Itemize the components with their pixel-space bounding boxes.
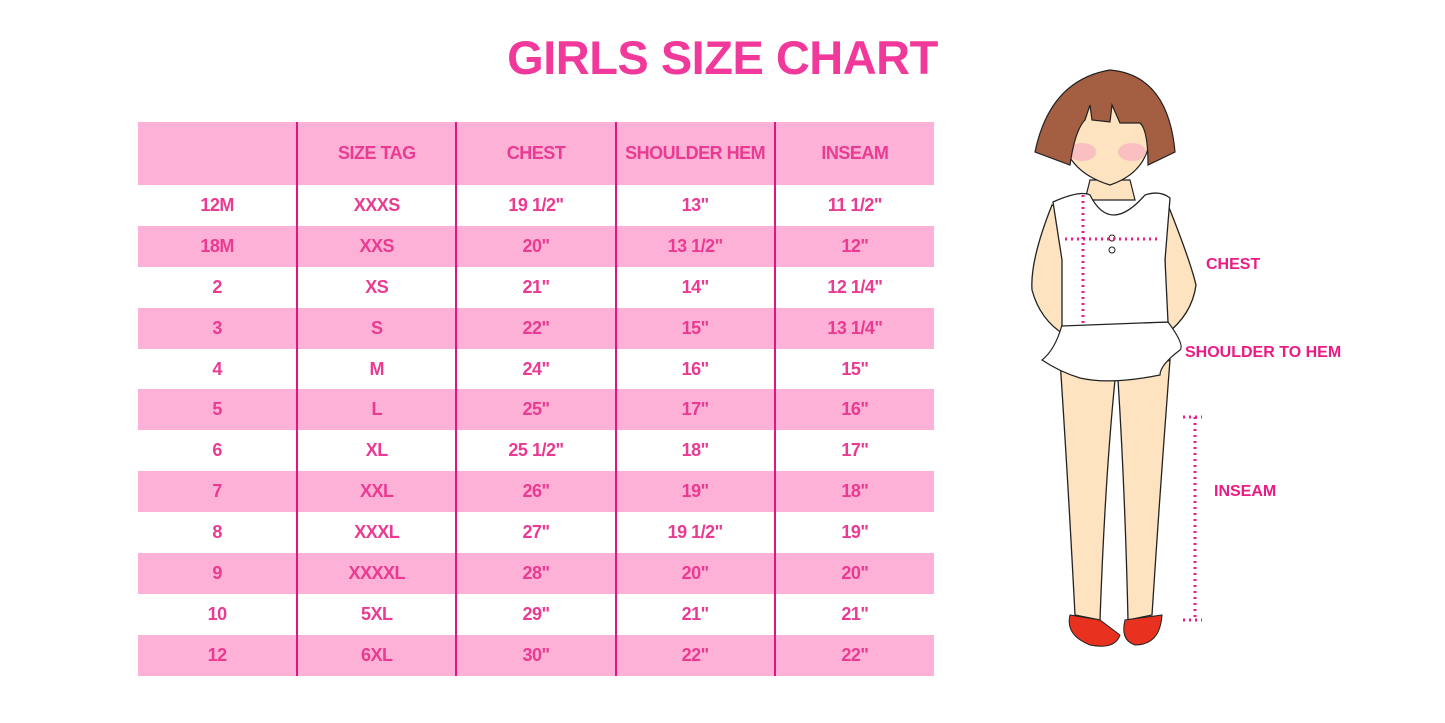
shoulder-to-hem-label: SHOULDER TO HEM <box>1185 344 1342 361</box>
table-cell: 30" <box>455 634 616 676</box>
table-cell: XXXL <box>296 512 457 554</box>
table-row: 9 XXXXL 28" 20" 20" <box>138 553 934 594</box>
table-row: 10 5XL 29" 21" 21" <box>138 593 934 635</box>
table-row: 5 L 25" 17" 16" <box>138 389 934 431</box>
table-cell: 21" <box>773 593 934 635</box>
table-cell: 17" <box>773 430 934 472</box>
table-cell: 19" <box>773 512 934 554</box>
hair <box>1034 69 1176 166</box>
left-leg <box>1059 359 1116 621</box>
table-cell: 28" <box>455 553 616 594</box>
table-cell: XXXS <box>296 185 457 226</box>
table-header-row: SIZE TAG CHEST SHOULDER HEM INSEAM <box>138 122 934 185</box>
girl-measurement-illustration <box>1020 60 1360 665</box>
table-cell: 20" <box>773 553 934 594</box>
bloomers <box>1040 321 1182 382</box>
table-cell: 29" <box>455 593 616 635</box>
table-cell: 19 1/2" <box>455 185 616 226</box>
table-cell: 16" <box>614 348 775 390</box>
table-row: 2 XS 21" 14" 12 1/4" <box>138 266 934 308</box>
table-cell: 11 1/2" <box>773 185 934 226</box>
table-row: 18M XXS 20" 13 1/2" 12" <box>138 225 934 267</box>
table-cell: 7 <box>138 471 298 513</box>
table-row: 7 XXL 26" 19" 18" <box>138 471 934 513</box>
table-cell: 19 1/2" <box>614 512 775 554</box>
table-cell: XXS <box>296 225 457 267</box>
table-cell: 20" <box>455 225 616 267</box>
table-cell: XS <box>296 266 457 308</box>
table-cell: 15" <box>614 307 775 349</box>
table-cell: S <box>296 307 457 349</box>
table-cell: 12M <box>200 194 234 215</box>
table-cell: 2 <box>212 276 222 297</box>
table-cell: 25 1/2" <box>455 430 616 472</box>
table-cell: L <box>296 389 457 431</box>
table-cell: 8 <box>212 522 222 543</box>
right-leg <box>1117 359 1171 621</box>
column-header: INSEAM <box>773 122 934 185</box>
table-cell: 18" <box>614 430 775 472</box>
right-shoe <box>1123 614 1163 646</box>
table-cell: 19" <box>614 471 775 513</box>
table-cell: 14" <box>614 266 775 308</box>
table-cell: 4 <box>212 358 222 379</box>
column-header: CHEST <box>455 122 616 185</box>
table-cell: 5 <box>138 389 298 431</box>
table-cell: 22" <box>773 634 934 676</box>
column-header: SIZE TAG <box>296 122 457 185</box>
table-cell: XXL <box>296 471 457 513</box>
table-row: 3 S 22" 15" 13 1/4" <box>138 307 934 349</box>
table-cell: 25" <box>455 389 616 431</box>
table-row: 4 M 24" 16" 15" <box>138 348 934 390</box>
table-cell: XL <box>296 430 457 472</box>
table-cell: 24" <box>455 348 616 390</box>
table-cell: 21" <box>614 593 775 635</box>
column-header <box>138 122 298 185</box>
table-cell: 16" <box>773 389 934 431</box>
table-cell: 3 <box>138 307 298 349</box>
table-cell: 6XL <box>296 634 457 676</box>
table-cell: 13 1/2" <box>614 225 775 267</box>
table-cell: 18" <box>773 471 934 513</box>
chest-label: CHEST <box>1206 256 1261 273</box>
table-cell: 10 <box>207 603 228 624</box>
table-cell: 22" <box>614 634 775 676</box>
table-cell: 12" <box>773 225 934 267</box>
table-cell: 26" <box>455 471 616 513</box>
table-cell: 18M <box>138 225 298 267</box>
table-cell: 5XL <box>296 593 457 635</box>
table-cell: 21" <box>455 266 616 308</box>
table-cell: 27" <box>455 512 616 554</box>
size-table: SIZE TAG CHEST SHOULDER HEM INSEAM 12M XXXS 1… <box>138 122 934 676</box>
girl-figure-icon <box>1031 69 1202 647</box>
table-cell: M <box>296 348 457 390</box>
table-row: 12 6XL 30" 22" 22" <box>138 634 934 676</box>
table-cell: 12 1/4" <box>773 266 934 308</box>
table-cell: 20" <box>614 553 775 594</box>
table-cell: 12 <box>138 634 298 676</box>
inseam-label: INSEAM <box>1214 483 1277 500</box>
table-cell: 9 <box>138 553 298 594</box>
column-header: SHOULDER HEM <box>614 122 775 185</box>
table-cell: 15" <box>773 348 934 390</box>
table-row: 8 XXXL 27" 19 1/2" 19" <box>138 512 934 554</box>
table-cell: 13" <box>614 185 775 226</box>
table-cell: 13 1/4" <box>773 307 934 349</box>
table-row: 6 XL 25 1/2" 18" 17" <box>138 430 934 472</box>
table-cell: 6 <box>212 440 222 461</box>
page-title: GIRLS SIZE CHART <box>507 31 938 84</box>
table-cell: XXXXL <box>296 553 457 594</box>
left-shoe <box>1068 614 1121 647</box>
top-shirt <box>1052 192 1171 327</box>
table-cell: 22" <box>455 307 616 349</box>
table-row: 12M XXXS 19 1/2" 13" 11 1/2" <box>138 185 934 226</box>
table-cell: 17" <box>614 389 775 431</box>
